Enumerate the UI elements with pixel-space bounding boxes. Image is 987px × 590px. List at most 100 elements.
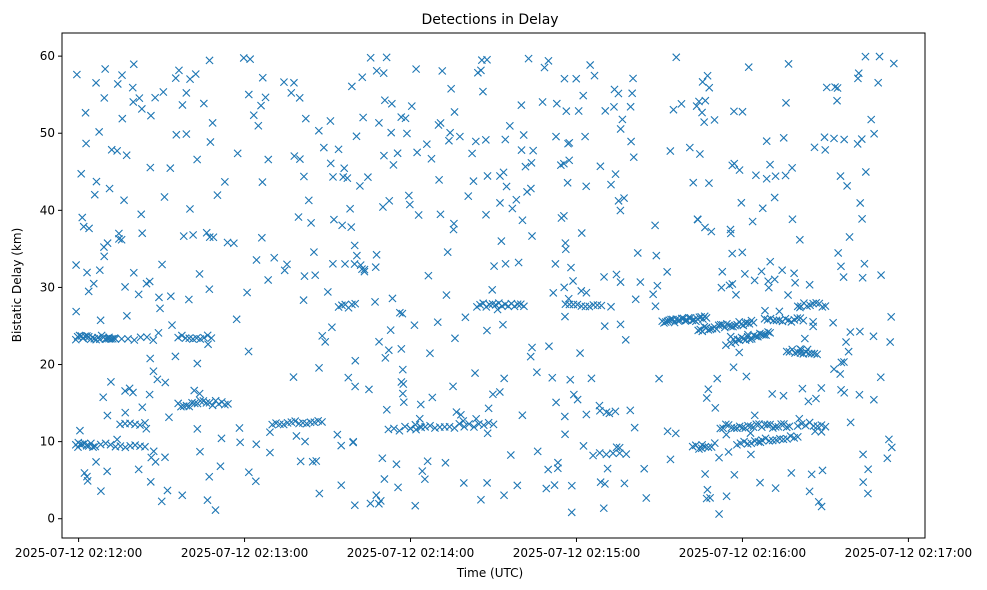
detection-point [233,149,242,158]
detection-point [740,437,749,446]
detection-point [114,234,123,243]
detection-point [629,74,638,83]
detection-point [443,248,452,257]
detection-point [136,333,145,342]
detection-point [528,232,537,241]
detection-point [875,52,884,61]
detection-point [685,143,694,152]
detection-point [704,443,713,452]
detection-point [572,74,581,83]
detection-point [244,468,253,477]
detection-point [436,210,445,219]
detection-point [352,251,361,260]
detection-point [207,334,216,343]
detection-point [519,302,528,311]
detection-point [372,66,381,75]
detection-point [172,130,181,139]
detection-point [681,315,690,324]
detection-point [702,394,711,403]
detection-point [495,171,504,180]
detection-point [153,375,162,384]
detection-point [223,399,232,408]
detection-point [791,278,800,287]
detection-point [544,342,553,351]
detection-point [519,131,528,140]
detection-point [600,322,609,331]
detection-point [761,434,770,443]
detection-point [282,260,291,269]
detection-point [549,288,558,297]
x-axis-label: Time (UTC) [456,566,523,580]
detection-point [818,466,827,475]
detection-point [502,182,511,191]
detection-point [485,300,494,309]
detection-point [731,290,740,299]
detection-point [85,224,94,233]
detection-point [350,241,359,250]
detection-point [333,430,342,439]
detection-point [258,73,267,82]
detection-point [563,178,572,187]
detection-point [166,164,175,173]
detection-point [351,382,360,391]
detection-point [435,175,444,184]
detection-point [265,428,274,437]
detection-point [217,434,226,443]
detection-point [722,492,731,501]
detection-point [855,327,864,336]
x-tick-label: 2025-07-12 02:14:00 [347,546,474,560]
detection-point [781,171,790,180]
detection-point [744,63,753,72]
detection-point [113,435,122,444]
detection-point [587,374,596,383]
detection-point [185,204,194,213]
detection-point [265,448,274,457]
detection-point [817,384,826,393]
detection-point [385,196,394,205]
detection-point [748,217,757,226]
detection-point [318,417,326,426]
detection-point [729,363,738,372]
detection-point [326,159,335,168]
detection-point [715,453,724,462]
detection-point [763,420,772,429]
detection-point [713,374,722,383]
detection-point [145,390,154,399]
detection-point [395,426,404,435]
detection-point [468,149,477,158]
detection-point [874,78,883,87]
detection-point [476,495,485,504]
detection-point [315,489,324,498]
detection-point [544,56,553,65]
detection-point [729,107,738,116]
detection-point [301,437,310,446]
detection-point [799,316,808,325]
detection-point [291,417,300,426]
detection-point [479,421,488,430]
detection-point [258,178,267,187]
detection-point [798,384,807,393]
detection-point [120,196,129,205]
detection-point [553,458,562,467]
detection-point [864,465,873,474]
detection-point [609,102,618,111]
detection-point [564,294,573,303]
detection-point [749,318,758,327]
detection-point [630,423,639,432]
detection-point [551,259,560,268]
detection-point [156,304,165,313]
detection-point [640,464,649,473]
detection-point [438,66,447,75]
detection-point [96,487,105,496]
detection-point [351,299,360,308]
detection-point [350,501,359,510]
detection-point [788,215,797,224]
detection-point [735,348,744,357]
detection-point [856,198,865,207]
detection-point [372,250,381,259]
detection-point [757,267,766,276]
detection-point [355,181,364,190]
detection-point [700,322,709,331]
detection-point [775,307,784,316]
